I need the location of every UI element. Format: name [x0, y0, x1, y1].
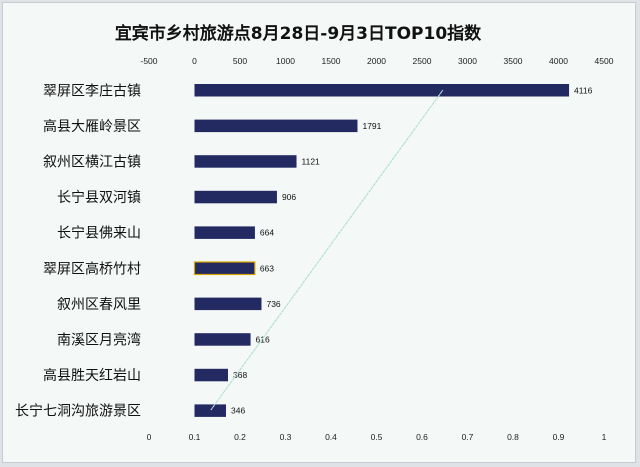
bottom-tick-label: 0	[147, 432, 152, 442]
category-label: 叙州区春风里	[57, 296, 141, 313]
bar	[194, 155, 297, 168]
chart-title: 宜宾市乡村旅游点8月28日-9月3日TOP10指数	[115, 23, 482, 44]
data-label: 368	[233, 370, 247, 380]
bar	[194, 226, 255, 239]
category-label: 高县胜天红岩山	[43, 367, 141, 384]
data-label: 4116	[574, 85, 593, 95]
category-labels: 翠屏区李庄古镇高县大雁岭景区叙州区横江古镇长宁县双河镇长宁县佛来山翠屏区高桥竹村…	[15, 82, 141, 419]
top-tick-label: 0	[192, 56, 197, 66]
top-axis-ticks: -500 0 500 1000 1500 2000 2500 3000 3500 4000 4500	[140, 56, 613, 66]
category-label: 长宁县双河镇	[57, 189, 141, 206]
data-labels: 4116 1791 1121 906 664 663 736 616 368 346	[231, 85, 593, 415]
category-label: 翠屏区李庄古镇	[43, 82, 141, 99]
category-label: 叙州区横江古镇	[43, 153, 141, 170]
top-tick-label: 2500	[413, 56, 432, 66]
data-label: 1791	[362, 121, 381, 131]
bottom-tick-label: 1	[602, 432, 607, 442]
category-label: 高县大雁岭景区	[43, 118, 141, 135]
top-tick-label: 4000	[549, 56, 568, 66]
top-tick-label: 2000	[367, 56, 386, 66]
data-label: 736	[266, 299, 280, 309]
data-label: 664	[260, 228, 274, 238]
top-tick-label: 1500	[322, 56, 341, 66]
data-label: 663	[260, 263, 274, 273]
bar	[194, 119, 358, 133]
top-tick-label: 500	[233, 56, 247, 66]
bar	[194, 84, 570, 97]
bar	[193, 261, 256, 276]
bottom-tick-label: 0.8	[507, 432, 519, 442]
bottom-tick-label: 0.2	[234, 432, 246, 442]
secondary-line	[210, 89, 444, 411]
data-label: 1121	[302, 156, 321, 166]
bar	[194, 190, 277, 204]
bottom-tick-label: 0.5	[371, 432, 383, 442]
category-label: 长宁七洞沟旅游景区	[15, 403, 141, 420]
bottom-tick-label: 0.4	[325, 432, 337, 442]
top-tick-label: 4500	[595, 56, 614, 66]
data-label: 346	[231, 406, 245, 416]
bar	[194, 404, 226, 417]
top-tick-label: 3500	[504, 56, 523, 66]
bar	[194, 333, 251, 346]
chart-frame	[2, 2, 636, 463]
bottom-tick-label: 0.1	[189, 432, 201, 442]
bars	[193, 84, 570, 417]
bar	[194, 297, 262, 311]
category-label: 长宁县佛来山	[57, 225, 141, 242]
bottom-axis-ticks: 0 0.1 0.2 0.3 0.4 0.5 0.6 0.7 0.8 0.9 1	[147, 432, 607, 442]
bar	[194, 368, 228, 382]
trend-line	[210, 89, 444, 411]
top-tick-label: -500	[140, 56, 157, 66]
category-label: 南溪区月亮湾	[57, 331, 141, 348]
top-tick-label: 1000	[276, 56, 295, 66]
bottom-tick-label: 0.9	[553, 432, 565, 442]
bottom-tick-label: 0.3	[280, 432, 292, 442]
top-tick-label: 3000	[458, 56, 477, 66]
data-label: 906	[282, 192, 296, 202]
bottom-tick-label: 0.6	[416, 432, 428, 442]
data-label: 616	[256, 334, 270, 344]
bottom-tick-label: 0.7	[462, 432, 474, 442]
category-label: 翠屏区高桥竹村	[43, 260, 141, 277]
